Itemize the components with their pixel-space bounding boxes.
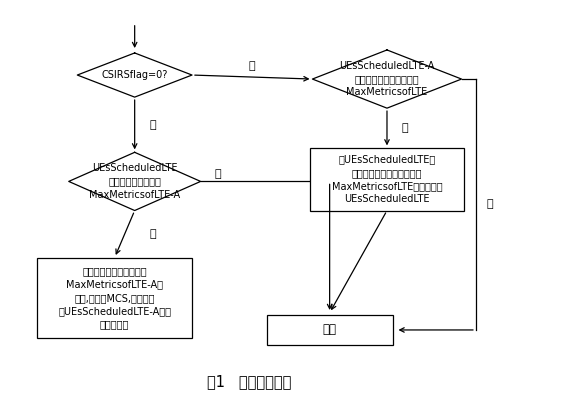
Text: 从UEsScheduledLTE的
前端将用户调度度量值大于
MaxMetricsofLTE的用户加入
UEsScheduledLTE: 从UEsScheduledLTE的 前端将用户调度度量值大于 MaxMetric… <box>332 155 442 204</box>
Polygon shape <box>69 152 200 210</box>
Text: UEsScheduledLTE-A
存在用户调度度量值大于
MaxMetricsofLTE: UEsScheduledLTE-A 存在用户调度度量值大于 MaxMetrics… <box>339 61 435 97</box>
Text: UEsScheduledLTE
存在用户度量值大于
MaxMetricsofLTE-A: UEsScheduledLTE 存在用户度量值大于 MaxMetricsofLT… <box>89 163 180 199</box>
Bar <box>266 315 393 345</box>
Bar <box>37 258 192 338</box>
Text: 否: 否 <box>215 169 222 179</box>
Bar <box>310 148 464 210</box>
Text: 是: 是 <box>401 123 408 133</box>
Text: 取出用户调度度量值大于
MaxMetricsofLTE-A的
用户,调整其MCS,然后同样
从UEsScheduledLTE-A前端
加入该队列: 取出用户调度度量值大于 MaxMetricsofLTE-A的 用户,调整其MCS… <box>58 267 171 329</box>
Text: 结束: 结束 <box>323 324 336 337</box>
Text: CSIRSflag=0?: CSIRSflag=0? <box>101 70 168 80</box>
Text: 否: 否 <box>249 61 255 71</box>
Text: 否: 否 <box>486 199 493 210</box>
Text: 是: 是 <box>149 229 156 239</box>
Polygon shape <box>313 50 461 108</box>
Text: 图1   用户列表调整: 图1 用户列表调整 <box>207 374 292 389</box>
Text: 是: 是 <box>149 120 156 130</box>
Polygon shape <box>78 53 192 97</box>
